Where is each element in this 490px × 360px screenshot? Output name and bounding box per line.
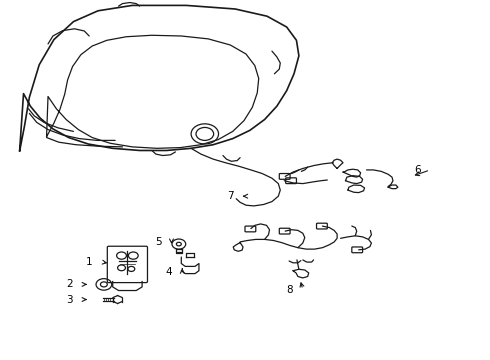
Text: 3: 3 bbox=[66, 294, 73, 305]
Text: 5: 5 bbox=[155, 237, 162, 247]
Text: 4: 4 bbox=[166, 267, 172, 277]
Text: 8: 8 bbox=[286, 285, 293, 295]
Text: 7: 7 bbox=[227, 191, 234, 201]
Text: 1: 1 bbox=[85, 257, 92, 267]
Text: 6: 6 bbox=[414, 165, 420, 175]
Text: 2: 2 bbox=[66, 279, 73, 289]
